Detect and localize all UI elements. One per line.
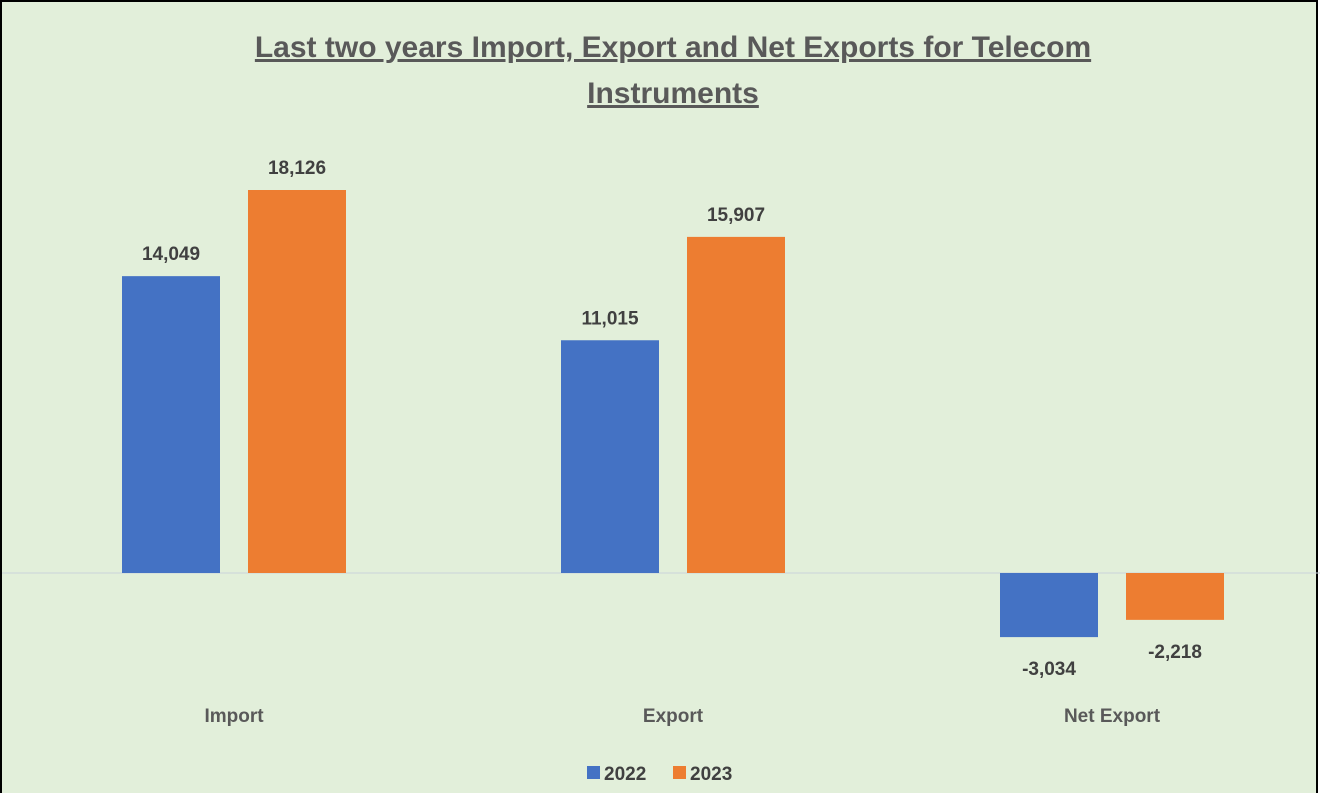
bar-import-2022	[122, 276, 220, 573]
category-label: Import	[204, 706, 264, 727]
category-label: Export	[643, 706, 704, 727]
data-label: 15,907	[707, 205, 765, 226]
chart-title-line-2: Instruments	[587, 77, 759, 110]
legend-label-2022: 2022	[604, 764, 646, 785]
bar-export-2023	[687, 236, 785, 573]
category-label: Net Export	[1064, 706, 1161, 727]
data-label: 18,126	[268, 158, 326, 179]
legend-label-2023: 2023	[690, 764, 732, 785]
data-label: -2,218	[1148, 642, 1202, 663]
bar-net-export-2022	[1000, 573, 1098, 638]
data-label: 11,015	[581, 308, 638, 329]
legend-swatch-2023	[673, 766, 686, 779]
data-label: -3,034	[1022, 659, 1076, 680]
bar-export-2022	[561, 340, 659, 573]
plot-area: 14,049 18,126 Import 11,015 15,907 Export -3,0…	[2, 158, 1320, 727]
data-label: 14,049	[142, 244, 200, 265]
chart-title-line-1: Last two years Import, Export and Net Ex…	[255, 31, 1091, 64]
legend-swatch-2022	[587, 766, 600, 779]
bar-import-2023	[248, 190, 346, 573]
bar-net-export-2023	[1126, 573, 1224, 620]
legend: 2022 2023	[587, 764, 732, 785]
